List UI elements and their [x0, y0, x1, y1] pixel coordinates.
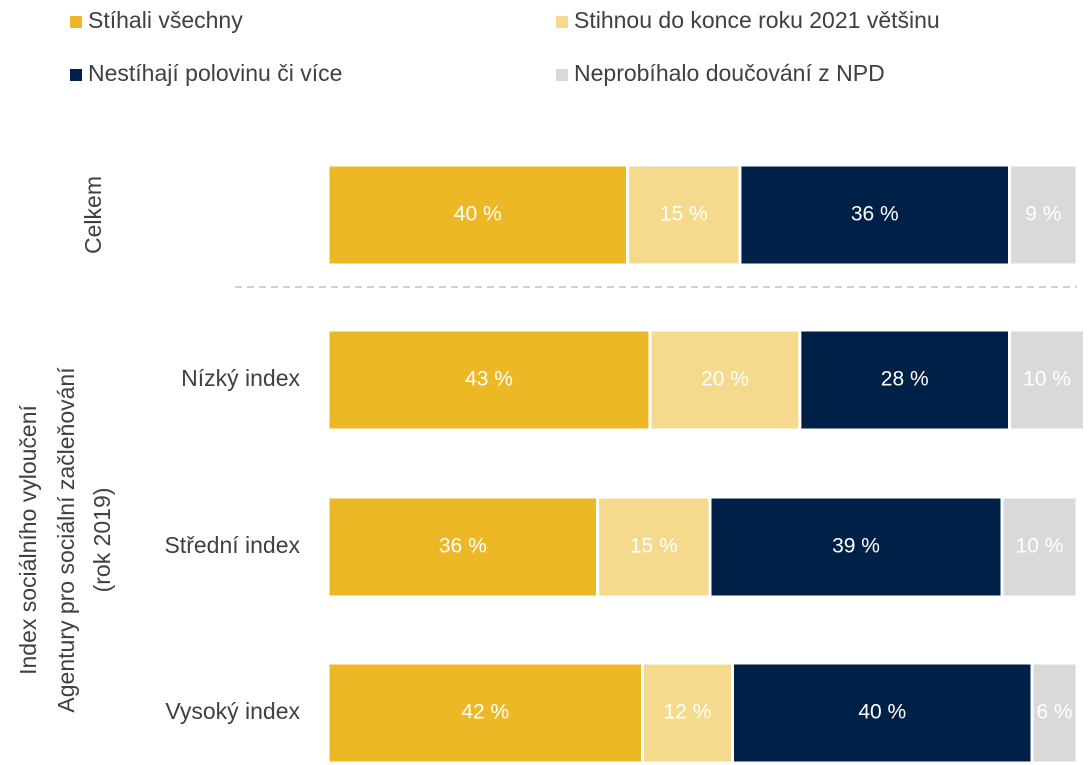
- value-label: 10 %: [1023, 368, 1071, 391]
- value-label: 12 %: [664, 701, 712, 724]
- value-label: 15 %: [630, 535, 678, 558]
- bar-segment: [1030, 661, 1079, 765]
- value-label: 36 %: [851, 203, 899, 226]
- value-label: 36 %: [439, 535, 487, 558]
- bar-segment: [326, 163, 630, 267]
- legend-swatch: [70, 69, 82, 81]
- legend-swatch: [556, 69, 568, 81]
- value-label: 40 %: [858, 701, 906, 724]
- value-label: 9 %: [1025, 203, 1061, 226]
- value-label: 15 %: [660, 203, 708, 226]
- category-label: Celkem: [80, 176, 106, 254]
- value-label: 10 %: [1016, 535, 1064, 558]
- category-label: Střední index: [164, 532, 300, 558]
- value-label: 39 %: [832, 535, 880, 558]
- legend-swatch: [556, 16, 568, 28]
- group-label: Agentury pro sociální začleňování: [53, 367, 79, 713]
- bar-segment: [1008, 163, 1079, 267]
- legend-label: Neprobíhalo doučování z NPD: [574, 60, 885, 86]
- legend-swatch: [70, 16, 82, 28]
- group-label: (rok 2019): [89, 488, 115, 593]
- group-label: Index sociálního vyloučení: [15, 405, 41, 675]
- value-label: 6 %: [1036, 701, 1072, 724]
- value-label: 40 %: [454, 203, 502, 226]
- bar-segment: [596, 495, 712, 599]
- value-label: 43 %: [465, 368, 513, 391]
- legend-label: Nestíhají polovinu či více: [88, 60, 342, 86]
- bar-segment: [738, 163, 1012, 267]
- legend-label: Stíhali všechny: [88, 7, 243, 33]
- value-label: 20 %: [701, 368, 749, 391]
- bar-segment: [1008, 328, 1086, 432]
- bar-segment: [641, 661, 734, 765]
- legend-label: Stihnou do konce roku 2021 většinu: [574, 7, 940, 33]
- bar-segment: [1000, 495, 1079, 599]
- bar-segment: [648, 328, 802, 432]
- value-label: 28 %: [881, 368, 929, 391]
- category-label: Nízký index: [181, 365, 300, 391]
- value-label: 42 %: [461, 701, 509, 724]
- category-label: Vysoký index: [165, 698, 300, 724]
